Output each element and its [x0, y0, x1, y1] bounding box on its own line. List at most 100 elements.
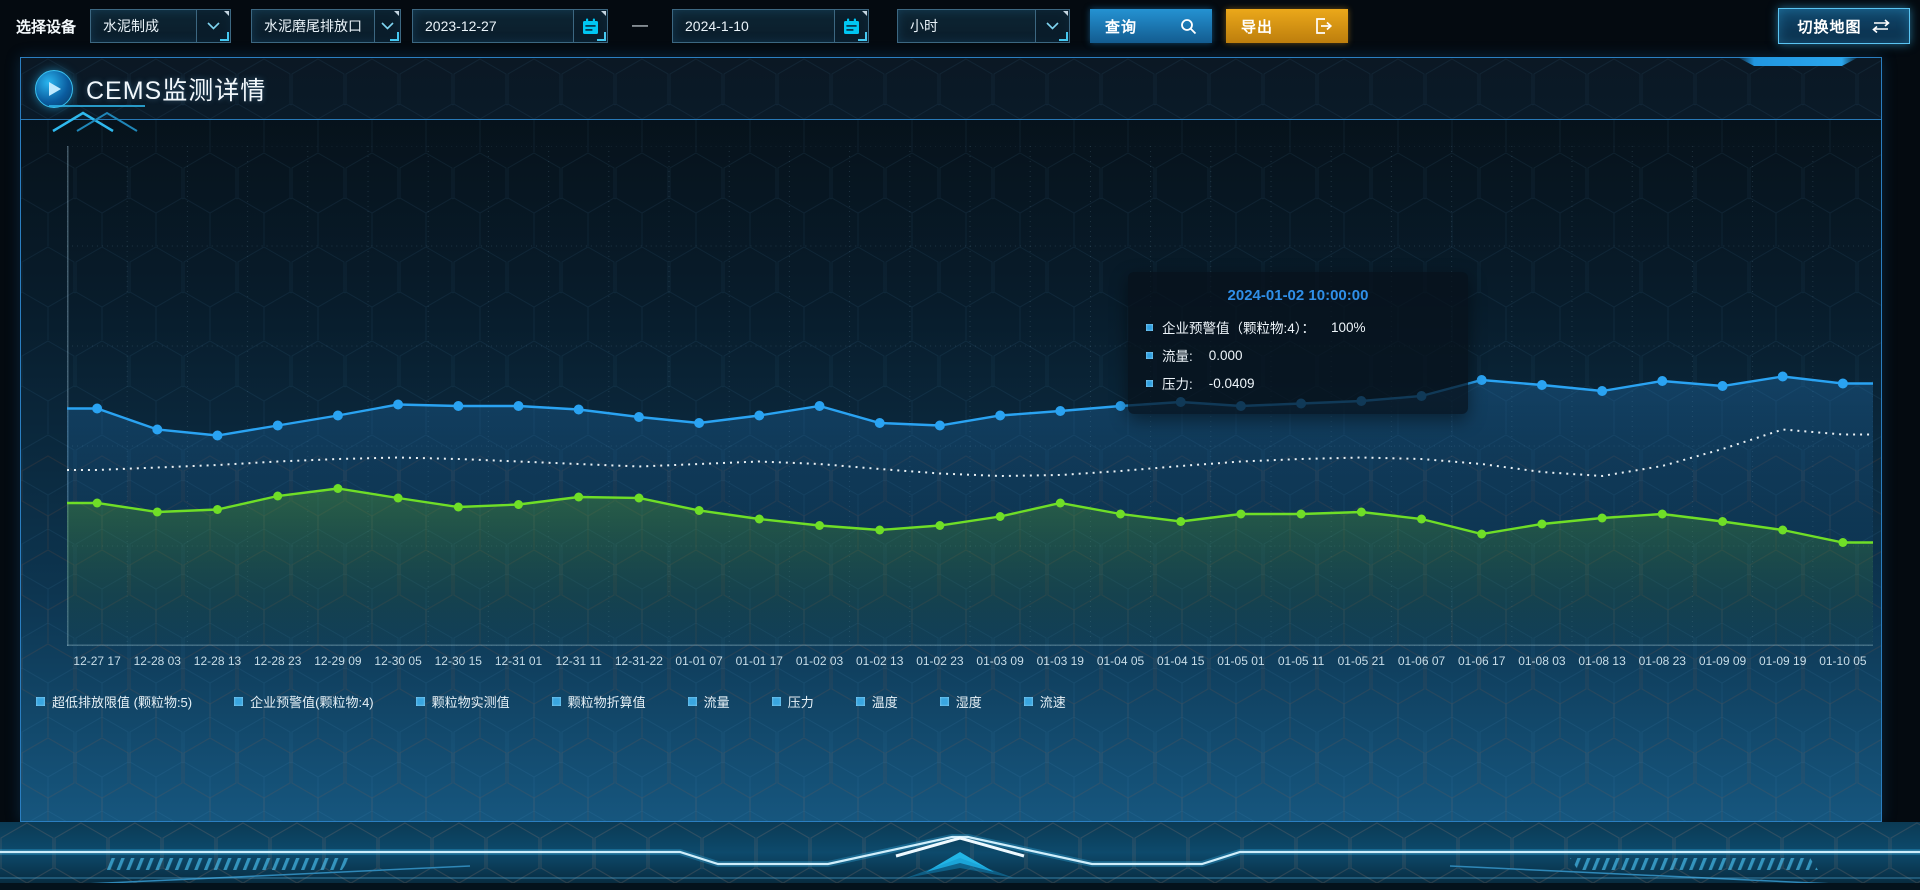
green-line-marker[interactable] — [1296, 509, 1306, 519]
green-line-marker[interactable] — [995, 512, 1005, 521]
green-line-marker[interactable] — [1537, 519, 1547, 529]
chevron-down-icon — [207, 22, 220, 30]
blue-line-marker[interactable] — [1476, 375, 1487, 385]
green-line-marker[interactable] — [393, 493, 403, 503]
blue-line-marker[interactable] — [1657, 376, 1668, 386]
chart-canvas[interactable] — [67, 146, 1873, 646]
legend-item[interactable]: 温度 — [855, 692, 898, 711]
legend-item[interactable]: 颗粒物折算值 — [551, 692, 646, 711]
tooltip-row: 流量: 0.000 — [1146, 345, 1450, 365]
green-line-marker[interactable] — [1417, 514, 1426, 524]
legend-marker — [415, 697, 425, 706]
legend-item[interactable]: 压力 — [771, 692, 814, 711]
export-button[interactable]: 导出 — [1226, 9, 1349, 43]
green-line-marker[interactable] — [514, 500, 523, 509]
start-date-calendar-box[interactable] — [573, 10, 608, 42]
legend-item[interactable]: 流速 — [1023, 692, 1066, 711]
blue-line-marker[interactable] — [694, 418, 705, 428]
blue-line-marker[interactable] — [212, 430, 223, 441]
interval-select[interactable]: 小时 — [897, 9, 1071, 43]
blue-line-marker[interactable] — [1536, 380, 1547, 390]
chevron-down-icon — [1046, 22, 1059, 30]
blue-line-marker[interactable] — [1597, 386, 1608, 396]
green-line-marker[interactable] — [1597, 513, 1607, 523]
green-line-marker[interactable] — [1718, 517, 1728, 526]
x-axis-label: 01-08 03 — [1518, 654, 1566, 668]
blue-line-marker[interactable] — [1115, 401, 1126, 411]
blue-line-marker[interactable] — [874, 418, 885, 428]
tooltip-series-value: -0.0409 — [1208, 375, 1255, 391]
legend-item[interactable]: 颗粒物实测值 — [415, 692, 510, 711]
blue-line-marker[interactable] — [332, 410, 343, 421]
green-line-marker[interactable] — [1236, 509, 1246, 519]
end-date-calendar-box[interactable] — [834, 10, 869, 42]
start-date-input[interactable]: 2023-12-27 — [412, 9, 609, 43]
x-axis-label: 12-28 23 — [254, 654, 302, 668]
green-line-marker[interactable] — [1055, 498, 1065, 508]
cems-line-chart[interactable]: 2024-01-02 10:00:00 企业预警值（颗粒物:4）： 100% 流量:… — [67, 146, 1873, 646]
green-line-marker[interactable] — [273, 491, 283, 501]
green-line-marker[interactable] — [754, 514, 764, 524]
green-line-marker[interactable] — [333, 484, 343, 493]
legend-label: 超低排放限值 (颗粒物:5) — [52, 695, 193, 710]
green-line-marker[interactable] — [1356, 507, 1366, 517]
blue-line-marker[interactable] — [272, 420, 283, 431]
green-line-marker[interactable] — [634, 493, 644, 503]
query-button[interactable]: 查询 — [1090, 9, 1213, 43]
device-select[interactable]: 水泥制成 — [90, 9, 232, 43]
blue-line-marker[interactable] — [92, 403, 103, 414]
play-button[interactable] — [35, 69, 73, 108]
blue-line-marker[interactable] — [1837, 378, 1848, 389]
blue-line-marker[interactable] — [152, 424, 163, 435]
green-line-marker[interactable] — [875, 525, 885, 535]
blue-line-marker[interactable] — [393, 399, 404, 410]
blue-line-marker[interactable] — [934, 420, 945, 431]
green-line-marker[interactable] — [1657, 509, 1667, 519]
green-line-marker[interactable] — [152, 507, 162, 517]
device-select-value: 水泥制成 — [103, 18, 160, 34]
x-axis-label: 01-02 03 — [795, 654, 844, 668]
green-line-marker[interactable] — [694, 506, 704, 515]
switch-map-button[interactable]: 切换地图 — [1778, 8, 1910, 44]
green-line-marker[interactable] — [453, 502, 463, 512]
legend-item[interactable]: 湿度 — [939, 692, 982, 711]
device-select-chevron-box[interactable] — [196, 10, 231, 42]
green-line-marker[interactable] — [935, 521, 945, 530]
green-line-marker[interactable] — [92, 498, 102, 508]
green-line-marker[interactable] — [1115, 509, 1125, 519]
blue-line-marker[interactable] — [633, 412, 644, 422]
x-axis-label: 01-01 07 — [675, 654, 723, 668]
x-axis-label: 01-02 13 — [856, 654, 904, 668]
blue-line-marker[interactable] — [1717, 381, 1728, 391]
blue-line-marker[interactable] — [995, 410, 1006, 421]
bottom-hud-frame — [0, 822, 1920, 890]
green-line-marker[interactable] — [1176, 517, 1186, 526]
green-line-marker[interactable] — [574, 492, 584, 502]
blue-line-marker[interactable] — [814, 401, 825, 411]
x-axis-label: 01-04 05 — [1096, 654, 1145, 668]
blue-line-marker[interactable] — [1055, 406, 1066, 416]
x-axis-label: 12-31 01 — [494, 654, 543, 668]
legend-item[interactable]: 流量 — [687, 692, 730, 711]
top-toolbar: 选择设备 水泥制成 水泥磨尾排放口 2023-12-27 — [16, 8, 1910, 44]
blue-line-marker[interactable] — [453, 401, 464, 411]
blue-line-marker[interactable] — [1777, 371, 1788, 382]
x-axis-label: 01-08 23 — [1638, 654, 1686, 668]
blue-line-marker[interactable] — [513, 401, 524, 411]
blue-line-marker[interactable] — [573, 404, 584, 415]
chart-legend: 超低排放限值 (颗粒物:5) 企业预警值(颗粒物:4) 颗粒物实测值 颗粒物折算值 流量… — [36, 692, 1881, 711]
legend-item[interactable]: 企业预警值(颗粒物:4) — [234, 692, 374, 711]
outlet-select-chevron-box[interactable] — [374, 10, 401, 42]
legend-item[interactable]: 超低排放限值 (颗粒物:5) — [36, 692, 192, 711]
tooltip-series-label: 企业预警值（颗粒物:4）： — [1162, 321, 1316, 336]
green-line-marker[interactable] — [1778, 525, 1788, 535]
x-axis-label: 12-30 15 — [434, 654, 482, 668]
green-line-marker[interactable] — [1838, 538, 1848, 547]
green-line-marker[interactable] — [212, 505, 222, 514]
outlet-select[interactable]: 水泥磨尾排放口 — [251, 9, 402, 43]
blue-line-marker[interactable] — [754, 410, 765, 421]
end-date-input[interactable]: 2024-1-10 — [672, 9, 870, 43]
interval-select-chevron-box[interactable] — [1035, 10, 1070, 42]
green-line-marker[interactable] — [1477, 529, 1487, 539]
green-line-marker[interactable] — [815, 521, 825, 530]
